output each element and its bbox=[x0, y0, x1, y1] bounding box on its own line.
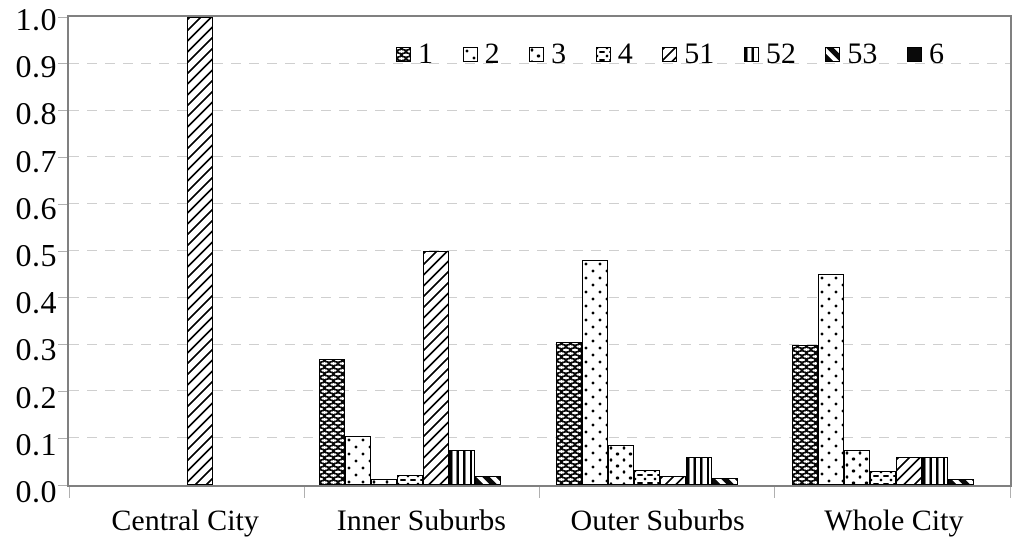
legend-swatch-6-solid-black bbox=[906, 46, 922, 62]
legend-item-6: 6 bbox=[906, 37, 944, 70]
gridline-0.8 bbox=[69, 109, 1010, 111]
legend-item-2: 2 bbox=[462, 37, 500, 70]
bar-outer-suburbs-series-51 bbox=[659, 475, 686, 485]
legend-swatch-51-thin-diagonal-up bbox=[662, 46, 678, 62]
y-axis-label-0.3: 0.3 bbox=[15, 331, 57, 368]
y-axis-tick bbox=[58, 484, 67, 486]
legend-label-2: 2 bbox=[484, 37, 500, 70]
legend-item-53: 53 bbox=[825, 39, 877, 69]
bar-whole-city-series-1 bbox=[791, 344, 818, 485]
y-axis-label-0.9: 0.9 bbox=[15, 48, 57, 85]
bar-inner-suburbs-series-4 bbox=[397, 474, 424, 485]
bar-group-central-city bbox=[69, 17, 305, 485]
y-axis-tick bbox=[58, 390, 67, 392]
x-axis-label-inner-suburbs: Inner Suburbs bbox=[336, 504, 506, 537]
legend-label-1: 1 bbox=[418, 37, 433, 70]
y-axis-label-0.7: 0.7 bbox=[15, 142, 57, 179]
bar-inner-suburbs-series-51 bbox=[423, 251, 450, 485]
y-axis-label-0.6: 0.6 bbox=[15, 189, 57, 226]
bar-outer-suburbs-series-1 bbox=[555, 342, 582, 485]
y-axis-label-0.1: 0.1 bbox=[15, 425, 57, 462]
x-axis-tick bbox=[539, 487, 540, 498]
bar-whole-city-series-52 bbox=[921, 456, 948, 485]
bar-whole-city-series-4 bbox=[869, 470, 896, 485]
bar-group-outer-suburbs bbox=[542, 17, 778, 485]
bar-central-city-series-51 bbox=[187, 17, 214, 485]
gridline-0.7 bbox=[69, 156, 1010, 158]
legend-item-4: 4 bbox=[595, 37, 633, 70]
legend-label-52: 52 bbox=[765, 37, 796, 70]
gridline-0.4 bbox=[69, 296, 1010, 298]
bar-inner-suburbs-series-52 bbox=[449, 449, 476, 485]
bar-whole-city-series-2 bbox=[817, 274, 844, 485]
bar-whole-city-series-53 bbox=[947, 479, 974, 485]
y-axis-tick bbox=[58, 297, 67, 299]
legend-item-3: 3 bbox=[529, 39, 566, 69]
legend-swatch-4-dash-dot-scatter bbox=[595, 46, 611, 62]
y-axis-label-1.0: 1.0 bbox=[15, 1, 57, 37]
x-axis-tick bbox=[68, 487, 70, 498]
y-axis-tick bbox=[58, 344, 67, 346]
bar-inner-suburbs-series-2 bbox=[345, 435, 372, 485]
gridline-0.3 bbox=[69, 343, 1010, 345]
y-axis-tick bbox=[58, 203, 67, 205]
y-axis-tick bbox=[58, 437, 67, 439]
legend-item-1: 1 bbox=[396, 39, 433, 69]
bar-whole-city-series-3 bbox=[843, 449, 870, 485]
legend-label-4: 4 bbox=[617, 37, 633, 70]
gridline-0.1 bbox=[69, 437, 1010, 439]
legend-label-3: 3 bbox=[551, 37, 567, 70]
bar-outer-suburbs-series-2 bbox=[581, 260, 608, 485]
y-axis-label-0.8: 0.8 bbox=[15, 95, 57, 132]
legend-swatch-52-vertical-lines bbox=[743, 46, 759, 62]
gridline-0.9 bbox=[69, 62, 1010, 64]
legend-item-51: 51 bbox=[662, 39, 714, 69]
plot-area bbox=[58, 15, 1014, 498]
legend-swatch-3-sparse-specks bbox=[529, 46, 545, 62]
gridline-0.5 bbox=[69, 250, 1010, 251]
bar-group-whole-city bbox=[778, 17, 1014, 485]
bar-outer-suburbs-series-53 bbox=[711, 477, 738, 485]
legend-label-51: 51 bbox=[684, 37, 715, 70]
legend-item-52: 52 bbox=[743, 37, 796, 70]
bar-outer-suburbs-series-4 bbox=[633, 470, 660, 485]
y-axis-tick bbox=[58, 156, 67, 158]
bar-whole-city-series-51 bbox=[895, 456, 922, 485]
bar-inner-suburbs-series-3 bbox=[371, 479, 398, 485]
x-axis-label-central-city: Central City bbox=[111, 504, 259, 537]
y-axis-label-0.4: 0.4 bbox=[15, 284, 57, 321]
y-axis-label-0.5: 0.5 bbox=[15, 237, 57, 273]
x-axis-label-whole-city: Whole City bbox=[824, 504, 964, 537]
x-axis-tick bbox=[1009, 487, 1011, 498]
x-axis-tick bbox=[774, 487, 776, 498]
x-axis-label-outer-suburbs: Outer Suburbs bbox=[570, 504, 745, 537]
bar-outer-suburbs-series-3 bbox=[607, 445, 634, 485]
legend-swatch-2-sparse-dots bbox=[462, 46, 478, 62]
legend-label-53: 53 bbox=[847, 37, 878, 70]
y-axis-tick bbox=[58, 250, 67, 252]
legend-swatch-53-bold-diagonal-down bbox=[825, 46, 841, 62]
y-axis-tick bbox=[58, 110, 67, 112]
y-axis-tick bbox=[58, 16, 67, 18]
gridline-0.6 bbox=[69, 203, 1010, 205]
legend: 1 2 3 4 51 52 53 6 bbox=[396, 37, 944, 70]
y-axis-tick bbox=[58, 63, 67, 65]
legend-swatch-1-black-white-dashes bbox=[396, 46, 411, 62]
bar-outer-suburbs-series-52 bbox=[685, 456, 712, 485]
bar-inner-suburbs-series-53 bbox=[475, 475, 502, 485]
bar-inner-suburbs-series-1 bbox=[319, 358, 346, 485]
y-axis-label-0.2: 0.2 bbox=[15, 378, 57, 415]
y-axis-label-0.0: 0.0 bbox=[15, 473, 57, 509]
legend-label-6: 6 bbox=[928, 37, 944, 70]
x-axis-tick bbox=[303, 487, 305, 498]
gridline-0.2 bbox=[69, 390, 1010, 392]
bar-group-inner-suburbs bbox=[305, 17, 541, 485]
